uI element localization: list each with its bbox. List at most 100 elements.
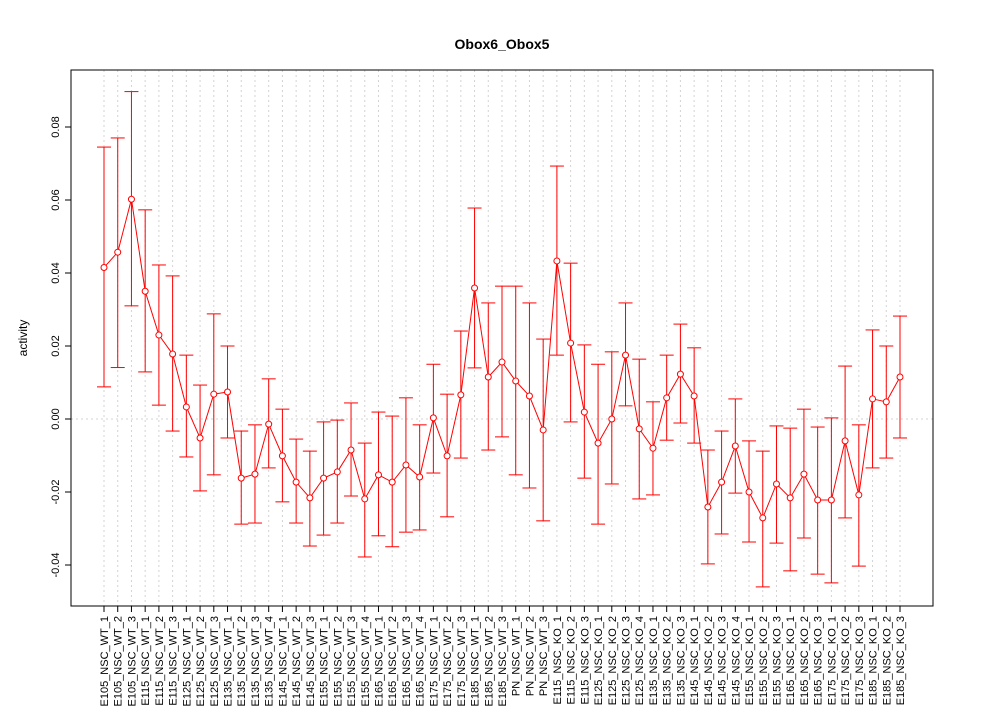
data-point: [127, 195, 135, 203]
data-point: [814, 496, 822, 504]
x-tick-label: E155_NSC_WT_4: [360, 616, 372, 707]
data-point: [443, 452, 451, 460]
x-tick-label: E165_NSC_WT_2: [387, 616, 399, 707]
y-tick-label: 0.08: [50, 116, 62, 137]
y-tick-label: 0.06: [50, 189, 62, 210]
x-tick-label: E185_NSC_WT_1: [470, 616, 482, 707]
x-tick-label: E165_NSC_KO_2: [799, 616, 811, 705]
x-tick-label: E175_NSC_KO_2: [840, 616, 852, 705]
x-tick-label: E145_NSC_WT_1: [277, 616, 289, 707]
data-point: [690, 392, 698, 400]
data-point: [210, 390, 218, 398]
data-point: [800, 470, 808, 478]
data-point: [306, 494, 314, 502]
x-tick-label: E105_NSC_WT_1: [99, 616, 111, 707]
data-point: [498, 358, 506, 366]
data-point: [292, 478, 300, 486]
x-tick-label: E175_NSC_WT_1: [428, 616, 440, 707]
data-point: [704, 503, 712, 511]
x-tick-label: E145_NSC_KO_3: [717, 616, 729, 705]
data-point: [635, 425, 643, 433]
x-tick-label: E135_NSC_WT_4: [264, 616, 276, 707]
data-point: [320, 474, 328, 482]
x-tick-label: E165_NSC_KO_3: [813, 616, 825, 705]
x-tick-label: E175_NSC_KO_3: [854, 616, 866, 705]
plot-frame: [70, 69, 934, 607]
data-point: [141, 287, 149, 295]
x-tick-label: E125_NSC_KO_2: [607, 616, 619, 705]
data-point: [622, 351, 630, 359]
x-tick-label: E155_NSC_WT_3: [346, 616, 358, 707]
data-point: [608, 415, 616, 423]
x-tick-label: E105_NSC_WT_2: [113, 616, 125, 707]
x-tick-label: E165_NSC_WT_3: [401, 616, 413, 707]
x-tick-label: E155_NSC_KO_2: [758, 616, 770, 705]
x-tick-label: E125_NSC_KO_1: [593, 616, 605, 705]
x-tick-label: E185_NSC_KO_2: [881, 616, 893, 705]
x-tick-label: E125_NSC_KO_4: [634, 616, 646, 705]
x-tick-label: E125_NSC_WT_1: [181, 616, 193, 707]
x-tick-label: E145_NSC_KO_4: [730, 616, 742, 705]
data-point: [155, 331, 163, 339]
data-point: [841, 437, 849, 445]
data-point: [731, 442, 739, 450]
x-tick-label: E115_NSC_KO_1: [552, 616, 564, 704]
x-tick-label: E175_NSC_KO_1: [826, 616, 838, 705]
x-tick-label: E105_NSC_WT_3: [126, 616, 138, 707]
data-point: [869, 395, 877, 403]
x-tick-label: E135_NSC_KO_2: [662, 616, 674, 705]
y-axis: -0.04 -0.02 0.00 0.02 0.04 0.06 0.08: [50, 116, 72, 578]
x-tick-label: E115_NSC_WT_3: [168, 616, 180, 706]
x-tick-label: E135_NSC_KO_3: [675, 616, 687, 705]
data-point: [457, 391, 465, 399]
x-tick-label: E125_NSC_WT_3: [209, 616, 221, 707]
data-point: [100, 264, 108, 272]
x-axis: E105_NSC_WT_1 E105_NSC_WT_2 E105_NSC_WT_3 E…: [99, 605, 907, 707]
data-point: [718, 478, 726, 486]
x-tick-label: E115_NSC_KO_3: [579, 616, 591, 704]
data-point: [278, 452, 286, 460]
data-point: [471, 284, 479, 292]
x-tick-label: E145_NSC_WT_2: [291, 616, 303, 707]
data-point: [196, 434, 204, 442]
x-tick-label: E125_NSC_KO_3: [621, 616, 633, 705]
data-point: [429, 414, 437, 422]
x-tick-label: E155_NSC_WT_2: [332, 616, 344, 707]
data-point: [224, 388, 232, 396]
x-tick-label: E165_NSC_WT_4: [415, 616, 427, 707]
data-point: [580, 408, 588, 416]
y-tick-label: -0.04: [50, 552, 62, 577]
data-point: [388, 478, 396, 486]
data-point: [374, 471, 382, 479]
data-point: [416, 473, 424, 481]
data-point: [539, 426, 547, 434]
y-tick-label: 0.04: [50, 262, 62, 283]
data-point: [772, 480, 780, 488]
x-tick-label: E115_NSC_WT_2: [154, 616, 166, 706]
y-tick-label: 0.00: [50, 408, 62, 429]
data-point: [855, 491, 863, 499]
data-point: [512, 377, 520, 385]
x-tick-label: E175_NSC_WT_3: [456, 616, 468, 707]
x-tick-label: E115_NSC_KO_2: [566, 616, 578, 704]
x-tick-label: E145_NSC_KO_2: [703, 616, 715, 705]
data-point: [649, 444, 657, 452]
x-tick-label: E155_NSC_KO_3: [771, 616, 783, 705]
x-tick-label: E165_NSC_KO_1: [785, 616, 797, 705]
x-tick-label: PN_NSC_WT_2: [524, 616, 536, 696]
data-point: [114, 248, 122, 256]
x-tick-label: E145_NSC_KO_1: [689, 616, 701, 705]
y-tick-label: 0.02: [50, 335, 62, 356]
data-point: [553, 257, 561, 265]
x-tick-label: E185_NSC_WT_2: [483, 616, 495, 707]
data-point: [567, 339, 575, 347]
data-point: [827, 496, 835, 504]
y-axis-label: activity: [16, 320, 30, 357]
x-tick-label: E155_NSC_KO_1: [744, 616, 756, 705]
x-tick-label: E155_NSC_WT_1: [319, 616, 331, 707]
x-tick-label: E135_NSC_WT_2: [236, 616, 248, 707]
data-point: [251, 470, 259, 478]
data-point: [786, 494, 794, 502]
y-tick-label: -0.02: [50, 479, 62, 504]
